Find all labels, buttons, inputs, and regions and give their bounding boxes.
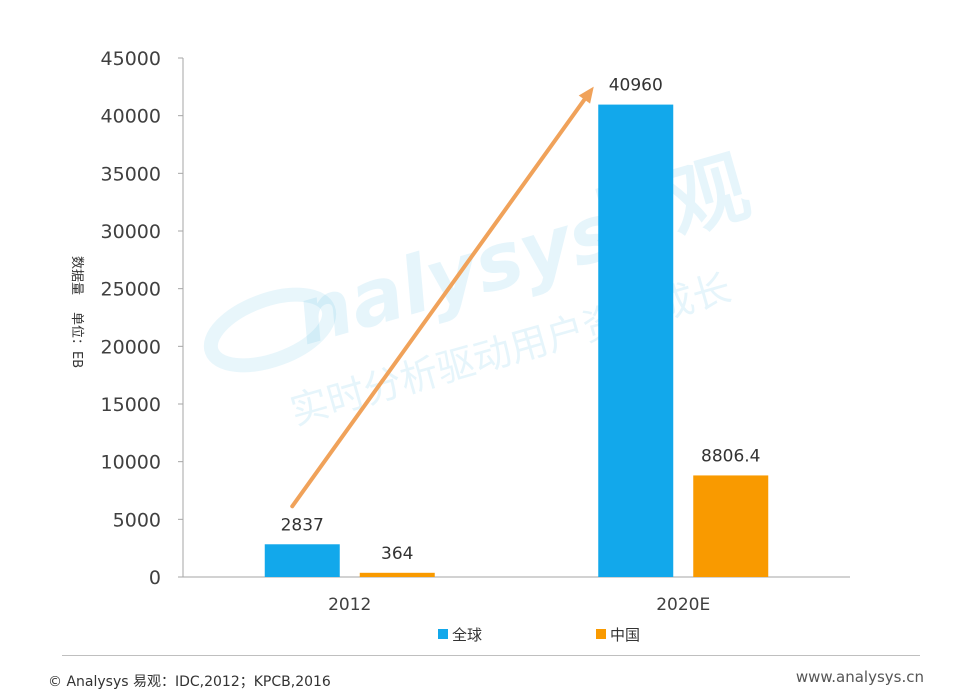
y-tick-label: 10000	[101, 452, 161, 474]
y-tick-label: 35000	[101, 163, 161, 185]
footer-source: © Analysys 易观：IDC,2012；KPCB,2016	[48, 674, 331, 690]
data-labels: 2837 40960 364 8806.4	[281, 76, 761, 564]
footer-url: www.analysys.cn	[795, 668, 924, 686]
x-tick-label: 2012	[328, 595, 371, 615]
bar-2020E-全球	[598, 104, 674, 577]
legend-swatch-中国	[596, 629, 606, 639]
footer-divider	[62, 655, 920, 656]
data-label: 40960	[609, 76, 663, 96]
data-label: 364	[381, 544, 413, 564]
legend-label: 全球	[452, 626, 482, 644]
y-tick-label: 25000	[101, 279, 161, 301]
trend-arrow-line	[290, 97, 587, 509]
legend-swatch-全球	[438, 629, 448, 639]
trend-arrow-head	[578, 86, 594, 104]
y-tick-label: 40000	[101, 106, 161, 128]
y-axis: 0 5000 10000 15000 20000 25000 30000 35000 40000…	[101, 48, 184, 589]
watermark: nalysys 易观 实时分析驱动用户资产成长	[203, 140, 759, 434]
x-axis: 2012 2020E	[183, 576, 850, 615]
y-tick-label: 15000	[101, 394, 161, 416]
y-tick-label: 30000	[101, 221, 161, 243]
x-tick-label: 2020E	[656, 595, 710, 615]
y-tick-label: 5000	[113, 509, 161, 531]
y-axis-title-line-1: 数据量	[69, 256, 84, 295]
trend-arrow	[290, 86, 594, 509]
y-axis-title-line-2: 单位：EB	[69, 312, 84, 368]
watermark-logo-ring	[203, 287, 337, 373]
legend: 全球 中国	[438, 626, 640, 644]
data-label: 2837	[281, 515, 324, 535]
y-tick-label: 20000	[101, 336, 161, 358]
y-axis-title: 数据量 单位：EB	[69, 256, 84, 368]
bars	[264, 104, 769, 577]
data-label: 8806.4	[701, 446, 760, 466]
bar-2012-全球	[264, 544, 340, 577]
legend-label: 中国	[610, 626, 640, 644]
y-tick-label: 0	[149, 567, 161, 589]
y-tick-label: 45000	[101, 48, 161, 70]
bar-2012-中国	[359, 572, 435, 577]
bar-2020E-中国	[693, 475, 769, 577]
